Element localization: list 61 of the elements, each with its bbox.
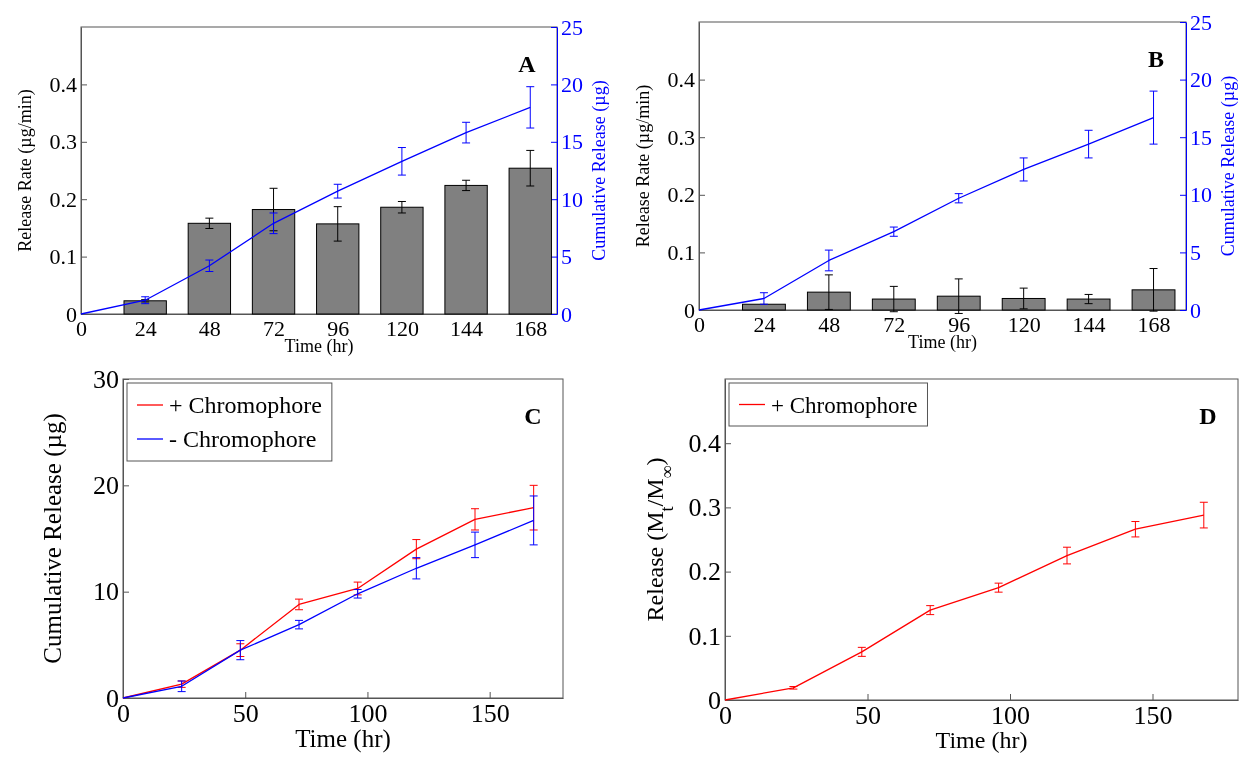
x-tick-label: 144 [1072,311,1106,337]
annotation: B [1147,46,1165,72]
bar [123,300,167,315]
y2-tick-label: 10 [561,186,583,212]
y-tick-label: 0.2 [49,186,77,212]
bar [742,303,786,311]
x-tick-label: 48 [818,311,841,337]
x-tick-label: 144 [450,315,484,341]
legend-label: + Chromophore [169,392,322,419]
x-tick-label: 72 [883,311,906,337]
x-tick-label: 50 [855,701,881,731]
y-tick-label: 0.2 [667,182,695,208]
bar [1066,298,1111,311]
x-tick-label: 120 [385,315,419,341]
x-tick-label: 72 [263,315,286,341]
y-tick-label: 0.4 [688,429,721,459]
y-tick-label: 20 [93,471,119,501]
y2-tick-label: 25 [561,14,583,40]
x-tick-label: 48 [198,315,221,341]
y-tick-label: 0.3 [688,493,721,523]
y2-tick-label: 20 [1190,67,1212,93]
y-axis-title: Cumulative Release (µg) [39,413,67,664]
annotation: D [1199,403,1217,429]
x-tick-label: 168 [514,315,548,341]
y-tick-label: 30 [93,364,119,394]
y2-tick-label: 10 [1190,182,1212,208]
y-tick-label: 0.1 [688,621,721,651]
bar [187,222,232,315]
y2-tick-label: 15 [561,129,583,155]
y2-tick-label: 25 [1190,9,1212,35]
y2-tick-label: 5 [561,244,572,270]
x-axis-title: Time (hr) [284,336,354,357]
x-tick-label: 150 [1133,701,1173,731]
x-tick-label: 24 [753,311,776,337]
y2-axis-title: Cumulative Release (µg) [589,80,610,261]
y-axis-title: Release Rate (µg/min) [15,89,36,252]
bar [380,206,424,315]
annotation: A [518,51,537,77]
x-axis-title: Time (hr) [908,332,977,353]
bar [444,184,488,315]
y-tick-label: 0.2 [688,557,721,587]
y-tick-label: 0.3 [667,124,695,150]
y-tick-label: 0.4 [667,67,695,93]
y-tick-label: 10 [93,577,119,607]
x-tick-label: 24 [134,315,157,341]
y2-tick-label: 20 [561,71,583,97]
y-axis-title: Release Rate (µg/min) [633,84,654,248]
x-tick-label: 120 [1007,311,1041,337]
y2-tick-label: 15 [1190,124,1212,150]
y-tick-label: 0.1 [49,244,77,270]
y-tick-label: 0.1 [667,239,695,265]
legend-label: + Chromophore [771,392,918,418]
x-tick-label: 50 [232,699,259,729]
y2-axis-title: Cumulative Release (µg) [1218,75,1239,257]
x-tick-label: 150 [470,699,510,729]
y2-tick-label: 5 [1190,239,1201,265]
y-tick-label: 0.3 [49,129,77,155]
x-tick-label: 168 [1137,311,1171,337]
legend-label: - Chromophore [169,426,317,453]
y-tick-label: 0.4 [49,71,77,97]
annotation: C [524,403,542,429]
